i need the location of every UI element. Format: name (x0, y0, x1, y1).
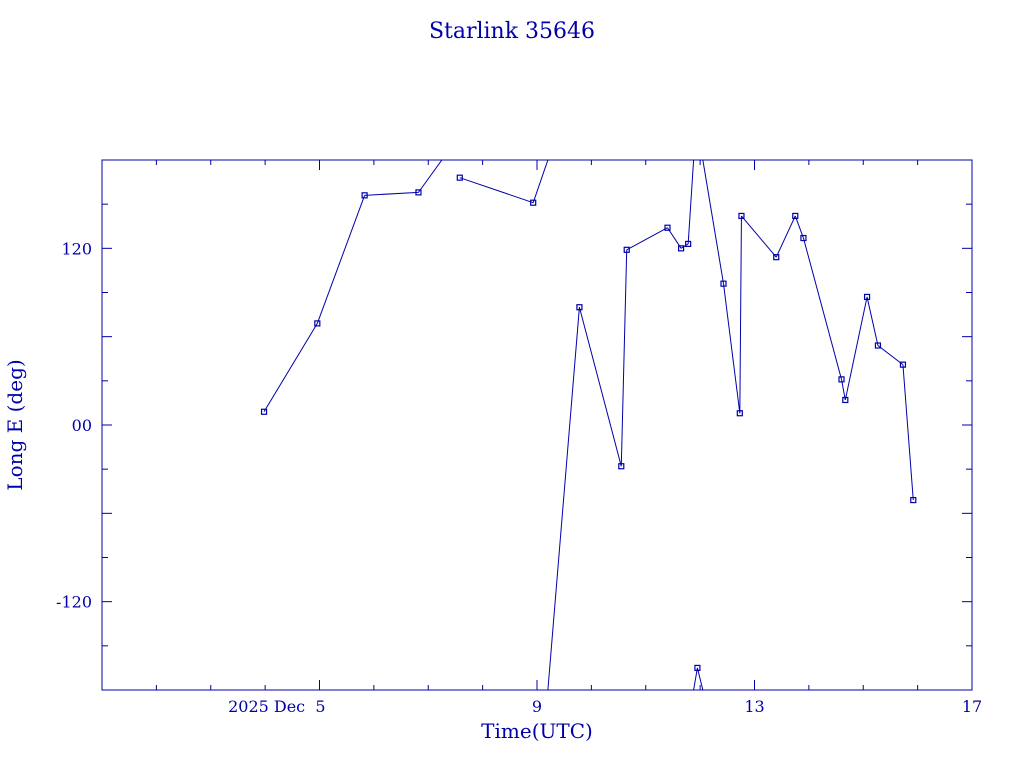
data-point (664, 224, 671, 231)
y-tick-label: 00 (72, 416, 92, 435)
series-segment (693, 667, 698, 690)
series-segment (263, 323, 318, 413)
chart-title: Starlink 35646 (429, 19, 595, 44)
series-segment (866, 296, 879, 346)
series-segment (877, 345, 904, 366)
data-point (677, 245, 685, 252)
x-axis-label: Time(UTC) (481, 719, 593, 743)
series-points (260, 174, 917, 672)
series-segment (547, 307, 580, 690)
series-segment (702, 160, 724, 284)
data-point (415, 189, 422, 196)
data-point (361, 192, 368, 199)
series-segment (802, 237, 842, 380)
series-segment (741, 215, 777, 258)
data-point (773, 254, 780, 261)
series-segment (844, 296, 868, 401)
series-segment (578, 307, 622, 467)
data-point (838, 376, 845, 383)
data-point (874, 342, 882, 349)
series-segment (316, 195, 366, 324)
tick-labels: 120 00 -120 2025 Dec 5 9 13 17 (56, 239, 982, 716)
data-point (736, 410, 743, 417)
data-point (623, 246, 630, 253)
data-point (863, 293, 871, 301)
series-segment (794, 215, 804, 239)
data-point (910, 496, 917, 504)
data-point (314, 320, 321, 327)
series-segment (620, 249, 628, 467)
series-segment (696, 667, 704, 690)
data-point (694, 664, 701, 672)
series-segment (364, 191, 419, 196)
data-point (685, 240, 692, 248)
plot-frame (101, 159, 973, 691)
series-segment (459, 177, 534, 204)
series-segment (902, 364, 914, 501)
x-tick-label: 13 (744, 697, 764, 716)
series-segment (532, 160, 549, 203)
data-point (530, 199, 537, 206)
series-segment (841, 379, 846, 401)
x-tick-label: 2025 Dec 5 (228, 697, 325, 716)
series-segment (775, 215, 796, 258)
series-lines (263, 160, 914, 690)
y-tick-label: -120 (56, 593, 92, 612)
y-tick-label: 120 (61, 239, 92, 258)
y-axis-label: Long E (deg) (3, 359, 27, 490)
data-point (576, 304, 583, 311)
data-point (720, 280, 727, 287)
x-tick-label: 17 (962, 697, 982, 716)
data-point (800, 234, 807, 242)
series-segment (418, 160, 443, 193)
data-point (456, 174, 463, 181)
series-segment (739, 215, 742, 414)
series-segment (680, 243, 689, 249)
data-point (738, 212, 745, 220)
data-point (260, 408, 268, 415)
series-segment (723, 283, 741, 414)
data-point (618, 463, 625, 470)
plot-area (260, 160, 917, 690)
series-segment (626, 227, 668, 251)
series-segment (687, 160, 695, 244)
data-point (792, 212, 799, 220)
data-point (899, 361, 907, 368)
x-tick-label: 9 (532, 697, 542, 716)
data-point (842, 396, 849, 404)
ticks (101, 159, 973, 691)
series-segment (667, 227, 682, 249)
